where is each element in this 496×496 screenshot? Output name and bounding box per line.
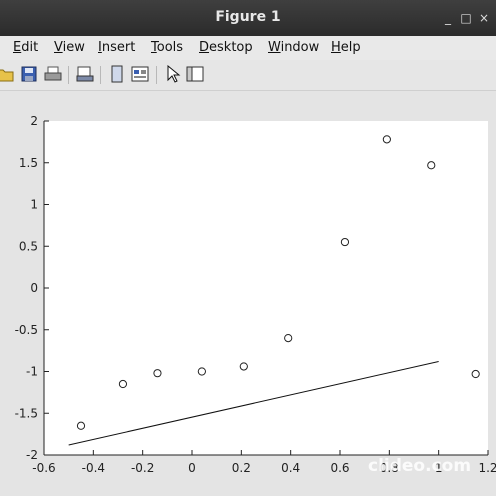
- data-point: [197, 367, 206, 376]
- y-tick-label: 2: [30, 114, 38, 128]
- y-tick-label: -0.5: [15, 323, 38, 337]
- maximize-icon[interactable]: □: [460, 11, 472, 25]
- x-tick-label: -0.2: [131, 461, 154, 475]
- menu-tools[interactable]: Tools: [151, 40, 184, 55]
- y-tick-label: 0: [30, 281, 38, 295]
- menu-help[interactable]: Help: [331, 40, 361, 55]
- watermark-text: clideo.com: [368, 456, 472, 476]
- toolbar-separator: [68, 66, 69, 84]
- save-icon[interactable]: [20, 65, 38, 83]
- print-icon[interactable]: [44, 65, 62, 83]
- close-icon[interactable]: ×: [478, 11, 490, 25]
- print-preview-icon[interactable]: [76, 65, 94, 83]
- title-bar: Figure 1 _ □ ×: [0, 0, 496, 36]
- data-point: [284, 334, 293, 343]
- data-point: [239, 362, 248, 371]
- x-tick-label: -0.6: [32, 461, 55, 475]
- scatter-plot: -2 -1.5 -1 -0.5 0 0.5 1 1.5 2 -0.6 -0.4 -0.2 0 0.2 0.4…: [15, 114, 496, 475]
- x-tick-label: 1.2: [478, 461, 496, 475]
- menu-bar: Edit View Insert Tools Desktop Window He…: [0, 36, 496, 60]
- data-point: [382, 135, 391, 144]
- figure-canvas: -2 -1.5 -1 -0.5 0 0.5 1 1.5 2 -0.6 -0.4 -0.2 0 0.2 0.4…: [0, 91, 496, 496]
- y-tick-label: 1: [30, 198, 38, 212]
- menu-window[interactable]: Window: [268, 40, 320, 55]
- toolbar: [0, 60, 496, 91]
- menu-desktop[interactable]: Desktop: [199, 40, 253, 55]
- y-tick-label: -2: [26, 448, 38, 462]
- x-tick-label: 0: [188, 461, 196, 475]
- property-editor-icon[interactable]: [131, 65, 149, 83]
- menu-edit[interactable]: Edit: [13, 40, 39, 55]
- x-tick-label: 0.2: [232, 461, 251, 475]
- open-folder-icon[interactable]: [0, 65, 14, 83]
- plot-browser-icon[interactable]: [186, 65, 204, 83]
- data-point: [427, 161, 436, 170]
- y-tick-label: -1.5: [15, 406, 38, 420]
- pointer-icon[interactable]: [164, 64, 182, 83]
- data-point: [118, 379, 128, 389]
- window-title: Figure 1: [215, 9, 281, 25]
- toolbar-separator: [156, 66, 157, 84]
- menu-insert[interactable]: Insert: [98, 40, 136, 55]
- data-point: [153, 369, 162, 378]
- data-point: [471, 369, 480, 379]
- x-tick-label: 0.8: [380, 461, 399, 475]
- figure-icon[interactable]: [108, 65, 126, 83]
- x-tick-label: -0.4: [82, 461, 105, 475]
- y-tick-label: 0.5: [19, 239, 38, 253]
- toolbar-separator: [100, 66, 101, 84]
- axes-background: [44, 121, 488, 455]
- x-tick-label: 0.6: [330, 461, 349, 475]
- minimize-icon[interactable]: _: [445, 11, 451, 25]
- data-point: [76, 421, 86, 430]
- x-tick-label: 0.4: [281, 461, 300, 475]
- y-tick-label: -1: [26, 365, 38, 379]
- menu-view[interactable]: View: [54, 40, 85, 55]
- x-tick-label: 1: [435, 461, 443, 475]
- fit-line: [68, 360, 439, 446]
- data-point: [340, 237, 350, 247]
- y-tick-label: 1.5: [19, 156, 38, 170]
